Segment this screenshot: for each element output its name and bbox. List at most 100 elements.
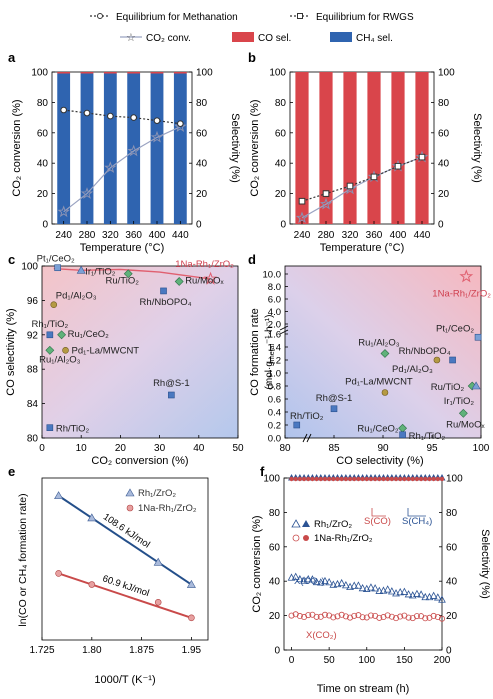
point-diamond bbox=[380, 349, 390, 358]
x-tick-label: 280 bbox=[79, 230, 96, 241]
panel-e-xlabel: 1000/T (K⁻¹) bbox=[94, 674, 155, 686]
legend-f-na-rh1: 1Na-Rh₁/ZrO₂ bbox=[314, 533, 373, 544]
bar-co-sel bbox=[319, 72, 333, 224]
svg-text:(mol·gmetal⁻¹·h⁻¹): (mol·gmetal⁻¹·h⁻¹) bbox=[264, 315, 276, 390]
bar-co-sel bbox=[150, 72, 164, 74]
y-right-tick-label: 0 bbox=[196, 220, 202, 231]
point-square bbox=[399, 431, 406, 439]
point-x-co2-na bbox=[413, 613, 420, 620]
bar-ch4-sel bbox=[173, 73, 187, 225]
y-tick-label: 1.2 bbox=[268, 356, 281, 367]
y-tick-label: 100 bbox=[263, 474, 280, 485]
y-tick-label: 0.8 bbox=[268, 382, 281, 393]
line-equilibrium bbox=[301, 156, 423, 202]
point-x-co2-na bbox=[313, 613, 320, 620]
point-equilibrium bbox=[418, 153, 426, 161]
point-s-co bbox=[352, 476, 357, 482]
point-s-co bbox=[364, 476, 369, 482]
x-tick-label: 1.95 bbox=[182, 645, 202, 656]
y-right-tick-label: 0 bbox=[438, 220, 444, 231]
point-square bbox=[54, 264, 61, 272]
point-x-co2-rh1 bbox=[387, 587, 396, 595]
panel-e-ylabel: ln(CO or CH₄ formation rate) bbox=[17, 493, 29, 626]
point-co2-conv bbox=[319, 197, 333, 210]
point-label: 1Na-Rh₁/ZrO₂ bbox=[175, 259, 234, 270]
point-square bbox=[330, 405, 338, 413]
point-co2-conv bbox=[295, 211, 309, 224]
point-x-co2-na bbox=[388, 613, 395, 620]
point-x-co2-rh1 bbox=[354, 581, 363, 589]
point-circle bbox=[50, 301, 58, 309]
point-s-co bbox=[293, 476, 298, 482]
bar-ch4-sel bbox=[127, 73, 141, 225]
bar-co-sel bbox=[367, 72, 381, 224]
bar-co-sel bbox=[173, 72, 187, 74]
bar-ch4-sel bbox=[57, 73, 71, 225]
bar-co-sel bbox=[415, 72, 429, 224]
point-s-co bbox=[318, 476, 323, 482]
panel-d-letter: d bbox=[248, 252, 256, 267]
point-s-co bbox=[339, 476, 344, 482]
x-tick-label: 40 bbox=[193, 443, 205, 454]
bar-ch4-sel bbox=[80, 73, 94, 225]
bar-co-sel bbox=[57, 72, 71, 74]
point-square bbox=[46, 331, 54, 339]
y-tick-label: 10.0 bbox=[263, 270, 282, 281]
point-label: Rh₁/TiO₂ bbox=[409, 431, 446, 442]
y-tick-label: 1.0 bbox=[268, 369, 281, 380]
y-right-tick-label: 100 bbox=[438, 68, 455, 79]
point-x-co2-rh1 bbox=[396, 588, 405, 596]
legend-f-rh1: Rh₁/ZrO₂ bbox=[314, 519, 352, 530]
point-equilibrium bbox=[346, 182, 354, 190]
fit-line bbox=[58, 494, 192, 586]
point-x-co2-rh1 bbox=[321, 576, 329, 585]
point-diamond bbox=[458, 408, 468, 418]
point-equilibrium bbox=[298, 197, 306, 205]
point-x-co2-rh1 bbox=[308, 575, 317, 583]
y-right-tick-label: 100 bbox=[196, 68, 213, 79]
point-s-co bbox=[414, 476, 420, 482]
panel-e-letter: e bbox=[8, 464, 15, 479]
point-x-co2-na bbox=[342, 613, 349, 620]
point-x-co2-na bbox=[380, 614, 387, 621]
point-s-co bbox=[427, 476, 432, 482]
point-s-co bbox=[423, 476, 428, 482]
y-tick-label: 40 bbox=[269, 577, 281, 588]
point-rh1 bbox=[153, 557, 163, 566]
y-tick-label: 20 bbox=[37, 189, 49, 200]
point-s-co bbox=[398, 476, 403, 482]
y-tick-label: 0.6 bbox=[268, 395, 281, 406]
point-x-co2-rh1 bbox=[350, 581, 359, 589]
y-tick-label: 96 bbox=[27, 296, 39, 307]
y-tick-label: 20 bbox=[269, 611, 281, 622]
x-tick-label: 100 bbox=[358, 655, 375, 666]
y-tick-label: 8.0 bbox=[268, 282, 281, 293]
point-equilibrium bbox=[107, 112, 114, 120]
x-tick-label: 360 bbox=[125, 230, 142, 241]
point-x-co2-rh1 bbox=[312, 577, 321, 586]
panel-e: e 1.725 1.80 1.875 1.95 Rh₁/ZrO₂ 1Na-Rh₁/ZrO₂… bbox=[8, 464, 209, 686]
y-tick-label: 88 bbox=[27, 365, 39, 376]
y-tick-label: 100 bbox=[269, 68, 286, 79]
y-tick-label: 84 bbox=[27, 399, 39, 410]
point-equilibrium bbox=[83, 109, 91, 117]
x-tick-label: 0 bbox=[39, 443, 45, 454]
y-tick-label: 80 bbox=[37, 98, 49, 109]
point-triangle bbox=[76, 265, 86, 274]
legend: Equilibrium for Methanation Equilibrium … bbox=[90, 12, 414, 44]
panel-c-xlabel: CO₂ conversion (%) bbox=[91, 455, 188, 467]
panel-c-letter: c bbox=[8, 252, 15, 267]
bar-ch4-sel bbox=[150, 73, 164, 225]
legend-filled-triangle bbox=[302, 520, 310, 527]
point-s-co bbox=[406, 476, 411, 482]
point-s-co bbox=[356, 476, 361, 482]
point-label: Ru/MoOₓ bbox=[185, 275, 224, 286]
y-tick-label: 0.4 bbox=[268, 408, 281, 419]
y-tick-label: 40 bbox=[37, 159, 49, 170]
point-s-co bbox=[402, 476, 407, 482]
annotation-s-ch4: S(CH₄) bbox=[402, 516, 432, 527]
point-s-co bbox=[410, 476, 415, 482]
point-circle bbox=[381, 389, 389, 396]
point-x-co2-na bbox=[296, 613, 303, 620]
